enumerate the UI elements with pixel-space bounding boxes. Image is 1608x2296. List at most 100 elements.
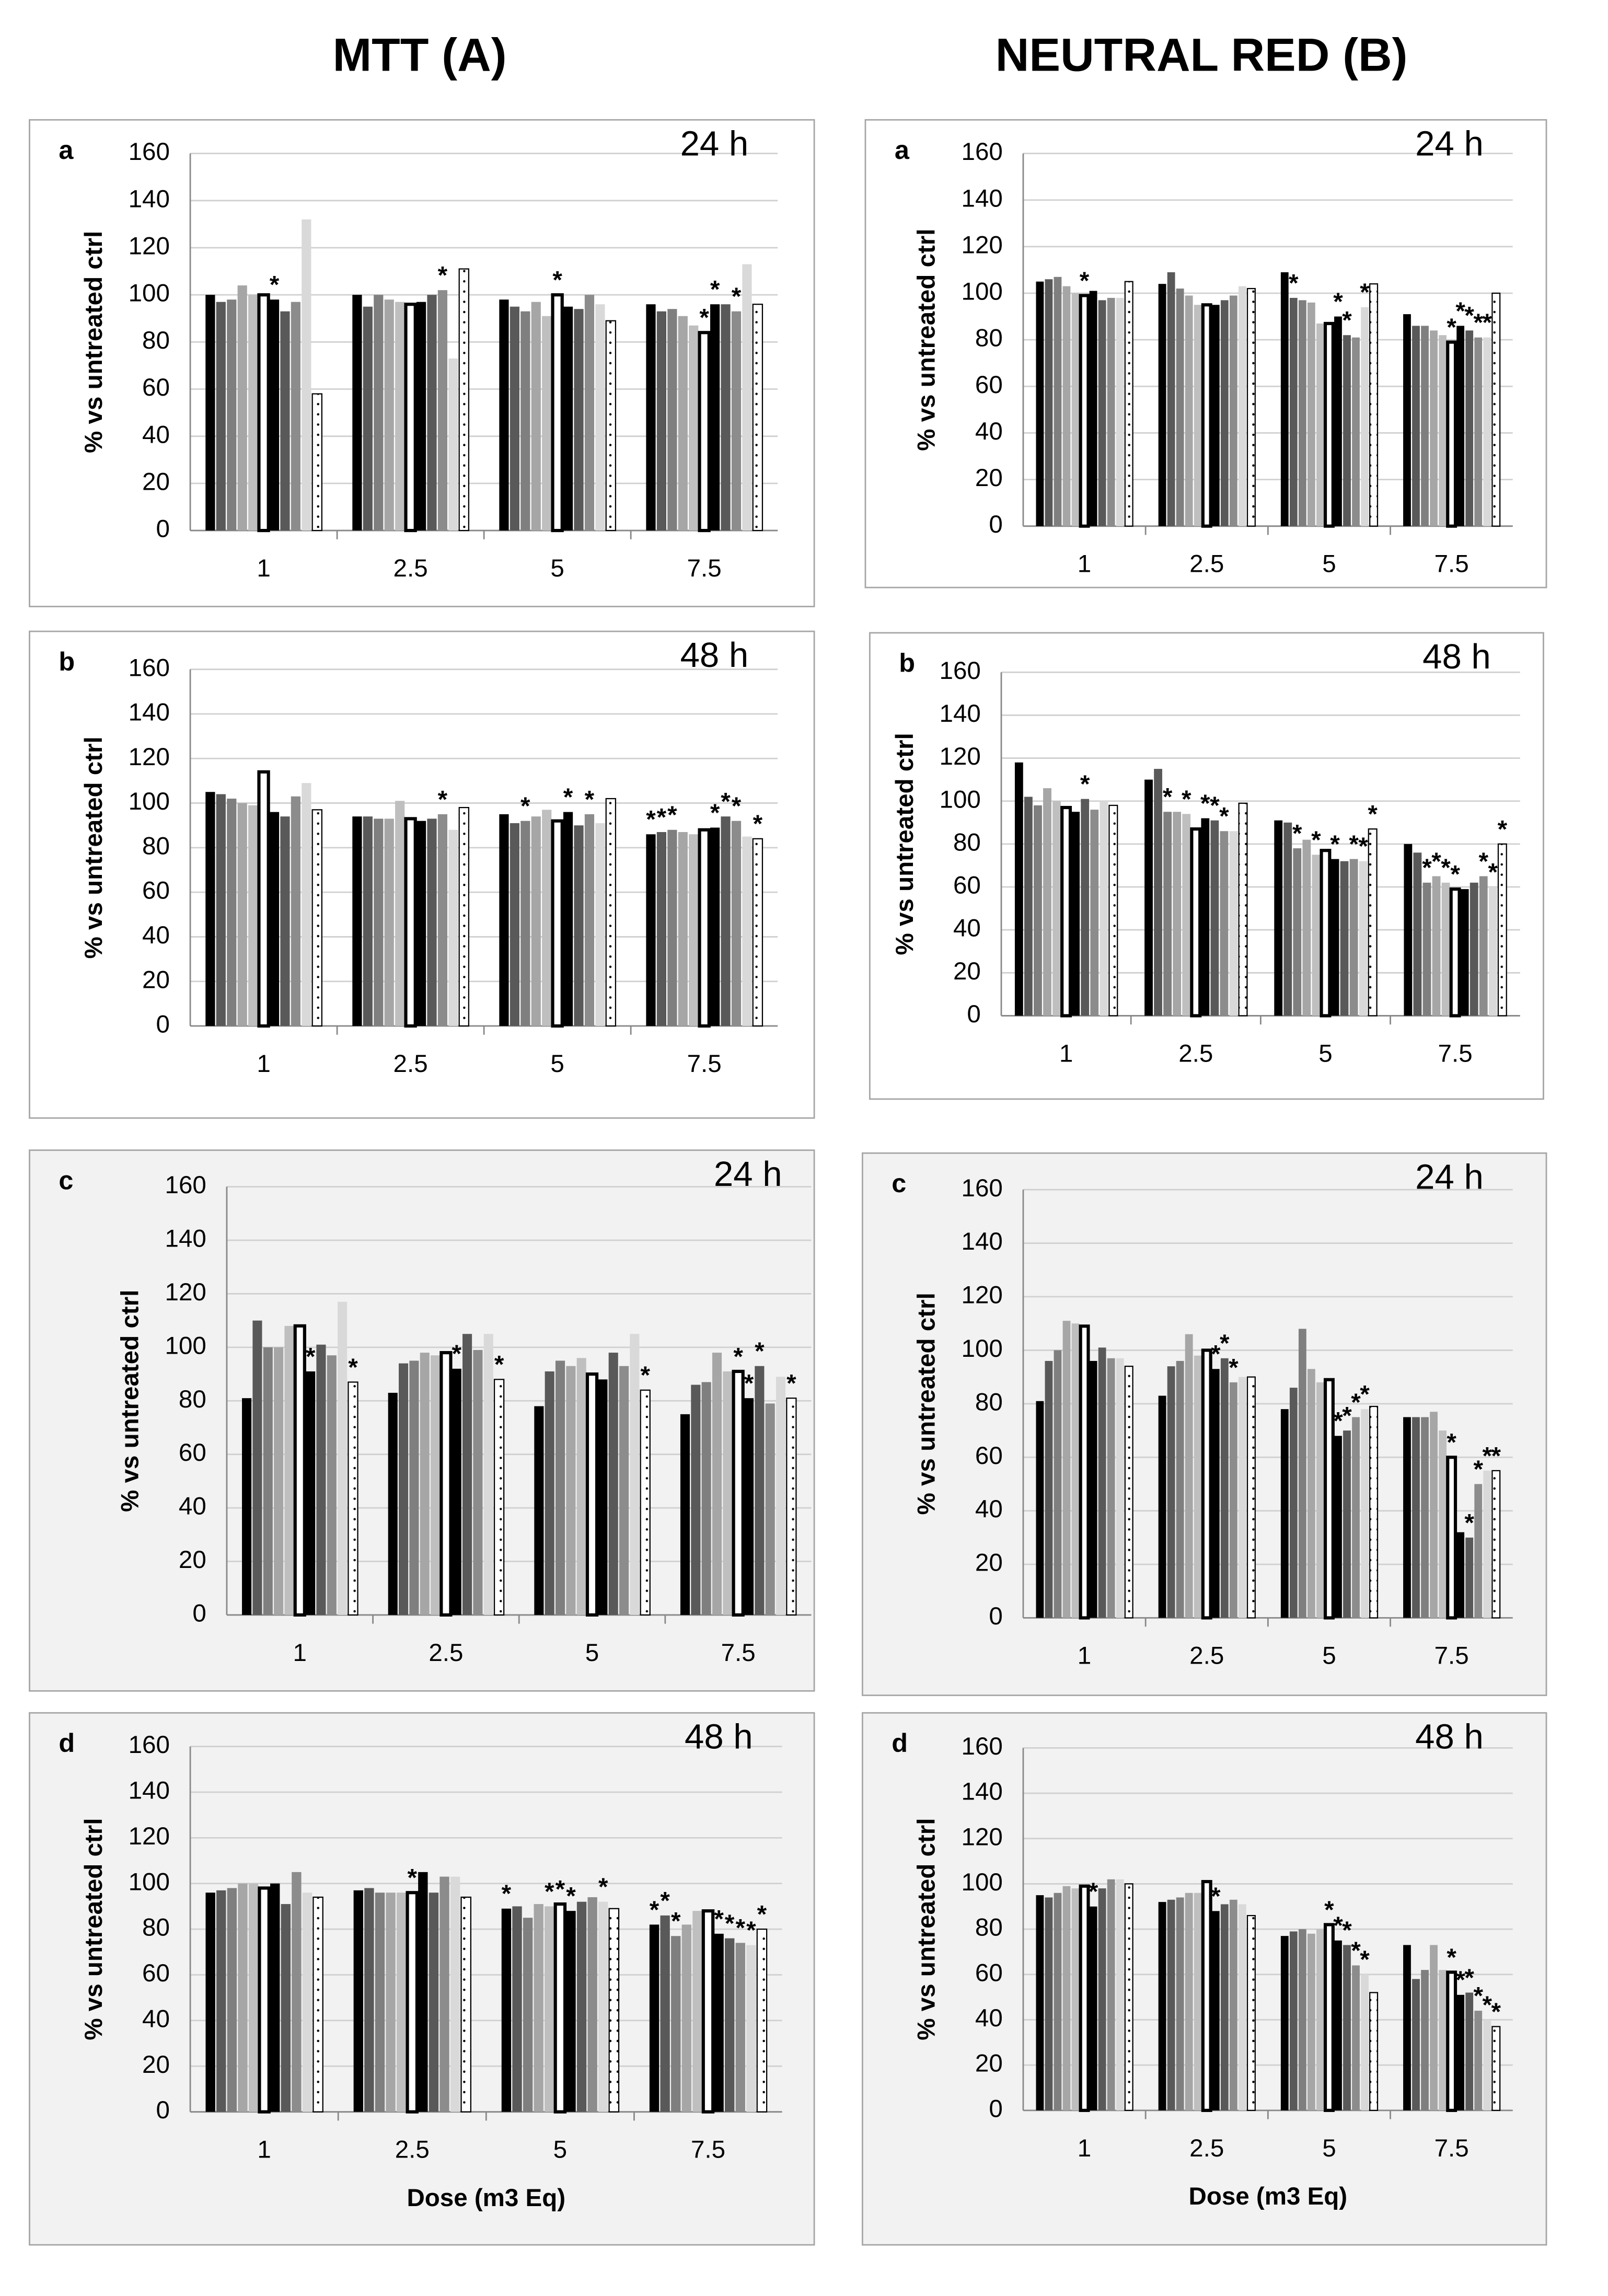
y-tick-label: 100 — [962, 1868, 1003, 1896]
bar — [732, 1369, 745, 1617]
bar — [448, 358, 458, 531]
bar — [1369, 1405, 1379, 1619]
bar — [269, 812, 280, 1026]
bar — [1491, 2026, 1501, 2111]
significance-mark: * — [438, 786, 448, 813]
bar — [723, 1371, 733, 1615]
bar — [1403, 1417, 1411, 1618]
significance-mark: * — [736, 1914, 746, 1942]
bar — [1349, 859, 1358, 1016]
y-tick-label: 80 — [975, 1914, 1003, 1942]
bar — [1274, 820, 1283, 1016]
y-tick-label: 20 — [975, 464, 1003, 492]
bar — [1201, 1348, 1212, 1620]
bar — [701, 1909, 715, 2114]
y-tick-label: 140 — [962, 184, 1003, 212]
bar — [483, 1334, 493, 1615]
bar — [1054, 1350, 1062, 1618]
bar — [534, 1406, 544, 1615]
bar — [1413, 852, 1422, 1016]
y-tick-label: 140 — [165, 1225, 206, 1253]
bar — [493, 1379, 505, 1616]
bar — [1116, 1879, 1124, 2110]
y-tick-label: 20 — [142, 468, 170, 495]
x-tick-label: 1 — [257, 555, 270, 582]
significance-mark: * — [545, 1878, 554, 1906]
bar — [1098, 1347, 1106, 1618]
x-tick-label: 1 — [257, 2136, 271, 2164]
bar — [1167, 1366, 1175, 1618]
bar — [1421, 1417, 1429, 1618]
y-tick-label: 120 — [129, 1822, 170, 1850]
significance-mark: * — [721, 788, 731, 816]
bar — [712, 1353, 722, 1615]
y-tick-label: 20 — [142, 966, 170, 994]
x-tick-label: 1 — [257, 1050, 270, 1078]
bar — [363, 306, 373, 531]
bar — [1421, 326, 1429, 526]
x-tick-label: 1 — [1078, 2135, 1091, 2162]
significance-mark: * — [640, 1362, 650, 1389]
bar — [1158, 1902, 1166, 2110]
significance-mark: * — [646, 806, 656, 834]
panel-letter: a — [895, 135, 910, 165]
significance-mark: * — [585, 786, 595, 813]
x-tick-label: 7.5 — [687, 555, 722, 582]
bar — [499, 814, 509, 1026]
significance-mark: * — [650, 1896, 660, 1924]
bar — [1089, 1360, 1097, 1618]
panel-title: 24 h — [1415, 124, 1484, 163]
bar — [1483, 1470, 1491, 1618]
x-tick-label: 5 — [1318, 1040, 1332, 1067]
significance-mark: * — [714, 1905, 724, 1933]
significance-mark: * — [746, 1917, 756, 1944]
bar — [1167, 272, 1175, 526]
bar — [1124, 1883, 1133, 2111]
bar — [1439, 335, 1447, 526]
panel-title: 48 h — [680, 636, 749, 675]
panel-letter: d — [892, 1728, 908, 1758]
bar — [1036, 1401, 1044, 1618]
significance-mark: * — [1368, 801, 1378, 828]
bar — [1107, 1879, 1115, 2110]
bar — [448, 829, 458, 1026]
bar — [311, 393, 322, 532]
y-tick-label: 140 — [129, 699, 170, 726]
bar — [1449, 887, 1461, 1018]
significance-mark: * — [1311, 826, 1321, 854]
significance-mark: * — [1431, 848, 1441, 875]
y-axis-label: % vs untreated ctrl — [80, 736, 108, 959]
x-tick-label: 7.5 — [691, 2136, 725, 2164]
significance-mark: * — [598, 1873, 608, 1901]
bar — [1071, 293, 1080, 526]
bar — [1474, 337, 1483, 526]
bar — [1323, 321, 1335, 528]
x-tick-label: 2.5 — [1189, 1642, 1224, 1670]
bar — [386, 1893, 396, 2112]
bar — [1185, 1893, 1193, 2110]
bar — [1491, 1470, 1501, 1619]
y-tick-label: 100 — [129, 280, 170, 307]
bar — [692, 1911, 702, 2112]
y-axis-label: % vs untreated ctrl — [891, 733, 919, 955]
bar — [585, 1372, 599, 1617]
bar — [1298, 1329, 1306, 1618]
significance-mark: * — [1351, 1389, 1361, 1416]
bar — [248, 295, 258, 531]
significance-mark: * — [1211, 1883, 1221, 1910]
significance-mark: * — [1447, 1429, 1456, 1457]
bar — [416, 821, 426, 1026]
bar — [1323, 1378, 1335, 1620]
bar — [587, 1897, 597, 2112]
bar — [248, 805, 258, 1026]
bar — [1116, 297, 1124, 526]
bar — [667, 829, 677, 1026]
x-tick-label: 2.5 — [395, 2136, 430, 2164]
bar — [551, 819, 564, 1028]
bar — [205, 1893, 215, 2112]
bar — [258, 1886, 271, 2114]
significance-mark: * — [710, 276, 720, 304]
significance-mark: * — [556, 1875, 565, 1903]
bar — [416, 302, 426, 531]
